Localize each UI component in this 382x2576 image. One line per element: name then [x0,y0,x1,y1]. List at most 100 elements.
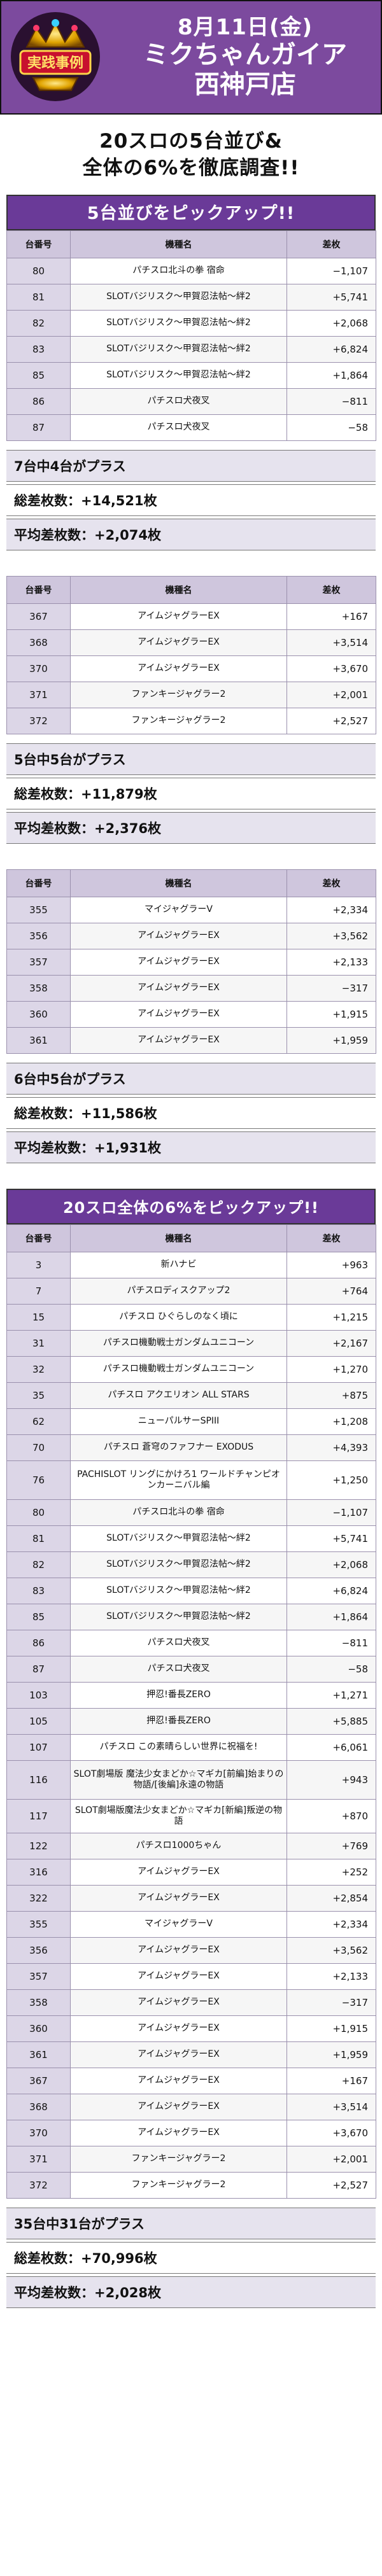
machine-name: アイムジャグラーEX [70,1963,287,1990]
table-row: 80 パチスロ北斗の拳 宿命 −1,107 [6,1499,376,1526]
coin-diff: +167 [286,603,376,630]
col-no: 台番号 [6,869,71,897]
machine-name: 押忍!番長ZERO [70,1707,287,1735]
table-row: 356 アイムジャグラーEX +3,562 [6,1936,376,1964]
col-name: 機種名 [70,869,287,897]
coin-diff: +1,208 [286,1408,376,1435]
summary-avg: 平均差枚数：+1,931枚 [6,1131,376,1163]
section3-summary: 6台中5台がプラス 総差枚数：+11,586枚 平均差枚数：+1,931枚 [6,1062,376,1163]
summary-avg: 平均差枚数：+2,376枚 [6,811,376,844]
table-row: 370 アイムジャグラーEX +3,670 [6,655,376,682]
machine-number: 76 [6,1460,71,1500]
table-row: 371 ファンキージャグラー2 +2,001 [6,2145,376,2173]
machine-name: ファンキージャグラー2 [70,2171,287,2199]
machine-number: 371 [6,681,71,708]
machine-name: パチスロ犬夜叉 [70,1655,287,1683]
store-name-1: ミクちゃんガイア [143,39,347,69]
table-row: 105 押忍!番長ZERO +5,885 [6,1707,376,1735]
machine-number: 358 [6,1989,71,2016]
coin-diff: +2,133 [286,948,376,976]
table-row: 62 ニューパルサーSPIII +1,208 [6,1408,376,1435]
table-row: 356 アイムジャグラーEX +3,562 [6,922,376,949]
coin-diff: +2,068 [286,1551,376,1578]
coin-diff: +2,167 [286,1329,376,1357]
machine-name: アイムジャグラーEX [70,1000,287,1028]
coin-diff: +5,741 [286,1525,376,1552]
machine-number: 105 [6,1707,71,1735]
coin-diff: +1,864 [286,361,376,389]
machine-name: ニューパルサーSPIII [70,1408,287,1435]
table-row: 322 アイムジャグラーEX +2,854 [6,1884,376,1912]
machine-number: 356 [6,1936,71,1964]
section4-summary: 35台中31台がプラス 総差枚数：+70,996枚 平均差枚数：+2,028枚 [6,2207,376,2308]
coin-diff: −317 [286,974,376,1002]
table-row: 367 アイムジャグラーEX +167 [6,603,376,630]
col-name: 機種名 [70,230,287,258]
machine-number: 357 [6,948,71,976]
section1-banner: 5台並びをピックアップ!! [6,194,376,230]
coin-diff: +2,334 [286,896,376,923]
coin-diff: +2,527 [286,2171,376,2199]
machine-number: 31 [6,1329,71,1357]
col-name: 機種名 [70,1224,287,1252]
table-row: 76 PACHISLOT リングにかけろ1 ワールドチャンピオンカーニバル編 +1,… [6,1460,376,1500]
machine-number: 368 [6,2093,71,2120]
table-row: 70 パチスロ 蒼穹のファフナー EXODUS +4,393 [6,1434,376,1461]
machine-name: パチスロ犬夜叉 [70,388,287,415]
table-row: 355 マイジャグラーV +2,334 [6,896,376,923]
table-row: 116 SLOT劇場版 魔法少女まどか☆マギカ[前編]始まりの物語/[後編]永遠の… [6,1760,376,1800]
machine-name: パチスロディスクアップ2 [70,1277,287,1305]
machine-name: ファンキージャグラー2 [70,681,287,708]
coin-diff: +2,068 [286,309,376,337]
machine-name: アイムジャグラーEX [70,2067,287,2094]
coin-diff: +1,271 [286,1681,376,1709]
section4-table: 台番号 機種名 差枚 3 新ハナビ +963 7 パチスロディスクアップ2 +764 15 パ… [6,1224,376,2199]
coin-diff: +5,741 [286,283,376,311]
machine-name: アイムジャグラーEX [70,629,287,656]
machine-number: 372 [6,2171,71,2199]
machine-number: 62 [6,1408,71,1435]
col-diff: 差枚 [286,1224,376,1252]
machine-number: 15 [6,1303,71,1331]
machine-name: マイジャグラーV [70,1910,287,1938]
summary-plus: 7台中4台がプラス [6,449,376,482]
table-row: 372 ファンキージャグラー2 +2,527 [6,707,376,734]
coin-diff: +3,514 [286,629,376,656]
coin-diff: +5,885 [286,1707,376,1735]
machine-name: SLOTバジリスク〜甲賀忍法帖〜絆2 [70,1603,287,1630]
machine-name: PACHISLOT リングにかけろ1 ワールドチャンピオンカーニバル編 [70,1460,287,1500]
table-row: 360 アイムジャグラーEX +1,915 [6,1000,376,1028]
machine-number: 82 [6,1551,71,1578]
machine-name: パチスロ1000ちゃん [70,1832,287,1859]
coin-diff: +1,915 [286,1000,376,1028]
machine-number: 358 [6,974,71,1002]
machine-name: アイムジャグラーEX [70,2015,287,2042]
table-row: 358 アイムジャグラーEX −317 [6,1989,376,2016]
machine-name: アイムジャグラーEX [70,1989,287,2016]
col-no: 台番号 [6,230,71,258]
coin-diff: +6,824 [286,335,376,363]
machine-name: ファンキージャグラー2 [70,707,287,734]
machine-name: アイムジャグラーEX [70,603,287,630]
machine-number: 107 [6,1733,71,1761]
machine-name: SLOTバジリスク〜甲賀忍法帖〜絆2 [70,283,287,311]
col-diff: 差枚 [286,869,376,897]
table-row: 82 SLOTバジリスク〜甲賀忍法帖〜絆2 +2,068 [6,309,376,337]
table-row: 86 パチスロ犬夜叉 −811 [6,1629,376,1656]
table-row: 32 パチスロ機動戦士ガンダムユニコーン +1,270 [6,1355,376,1383]
summary-total: 総差枚数：+70,996枚 [6,2241,376,2274]
section2-summary: 5台中5台がプラス 総差枚数：+11,879枚 平均差枚数：+2,376枚 [6,743,376,844]
machine-number: 116 [6,1760,71,1800]
lead-line-2: 全体の6%を徹底調査!! [82,156,300,179]
summary-plus: 5台中5台がプラス [6,743,376,775]
machine-number: 87 [6,414,71,441]
summary-avg: 平均差枚数：+2,028枚 [6,2276,376,2308]
table-row: 3 新ハナビ +963 [6,1251,376,1278]
machine-number: 367 [6,2067,71,2094]
machine-name: パチスロ北斗の拳 宿命 [70,1499,287,1526]
coin-diff: +769 [286,1832,376,1859]
coin-diff: +1,215 [286,1303,376,1331]
machine-number: 85 [6,1603,71,1630]
table-row: 85 SLOTバジリスク〜甲賀忍法帖〜絆2 +1,864 [6,361,376,389]
machine-name: アイムジャグラーEX [70,1884,287,1912]
